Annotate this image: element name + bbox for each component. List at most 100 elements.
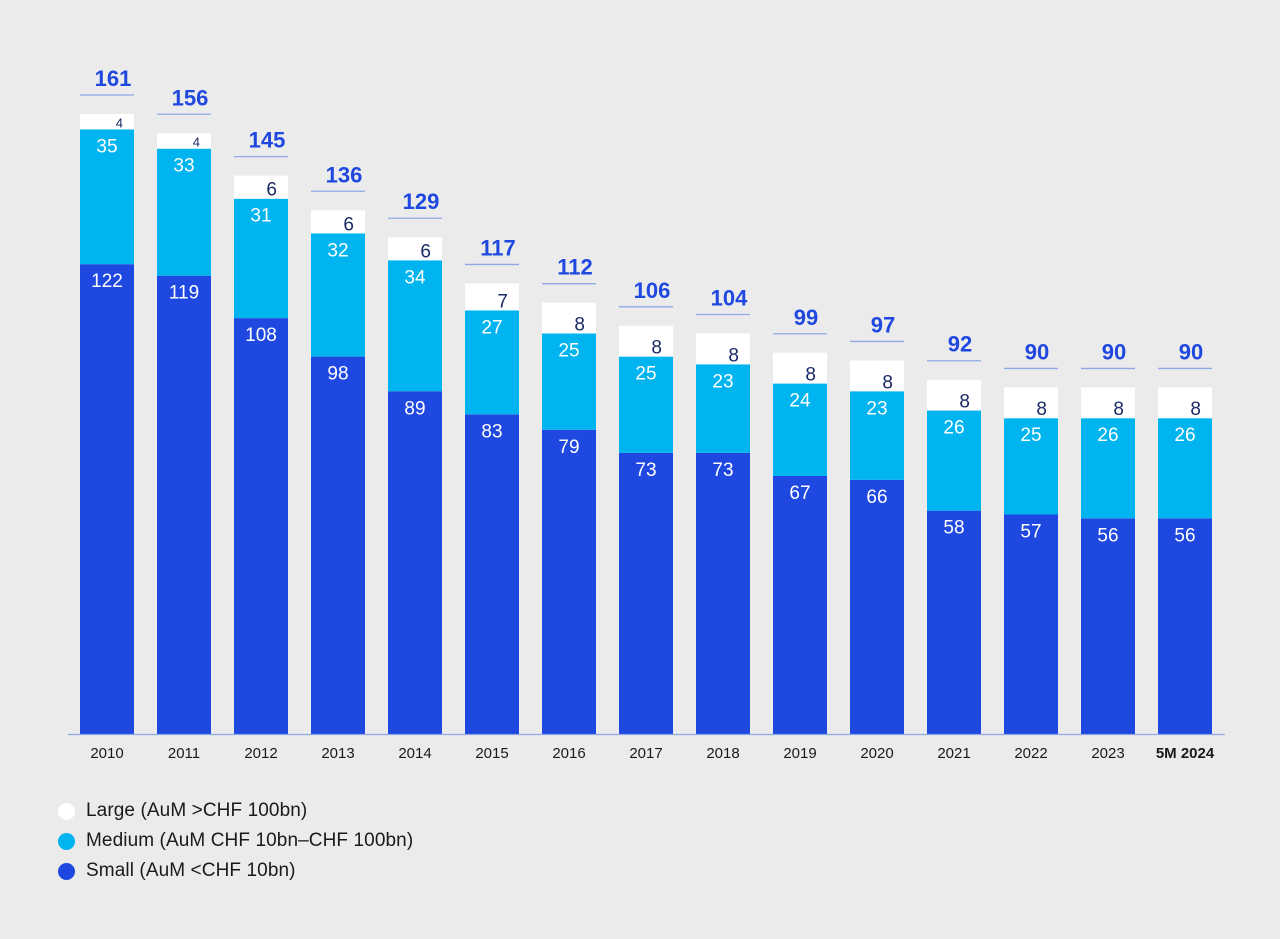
stacked-bar-chart: 122 35 4 161 2010 119 33 4 156 2011 108 31 6 145 2012 9… bbox=[68, 66, 1225, 762]
value-label-small: 119 bbox=[169, 283, 199, 304]
value-label-large: 7 bbox=[497, 291, 508, 312]
bar-segment-large bbox=[1158, 387, 1212, 419]
value-label-large: 6 bbox=[343, 214, 354, 235]
bar-segment-large bbox=[1004, 387, 1058, 419]
value-label-medium: 23 bbox=[712, 371, 733, 392]
value-label-medium: 31 bbox=[250, 206, 271, 227]
x-tick-label: 2017 bbox=[629, 745, 662, 762]
total-label: 90 bbox=[1179, 339, 1203, 364]
bar-segment-large bbox=[1081, 387, 1135, 419]
x-tick-label: 2023 bbox=[1091, 745, 1124, 762]
bar-segment-small bbox=[1004, 514, 1058, 734]
bar-segment-large bbox=[80, 114, 134, 130]
value-label-large: 4 bbox=[116, 115, 123, 130]
x-tick-label: 2016 bbox=[552, 745, 585, 762]
x-tick-label: 2015 bbox=[475, 745, 508, 762]
value-label-small: 73 bbox=[635, 460, 656, 481]
bar-segment-medium bbox=[542, 333, 596, 430]
bar-segment-large bbox=[465, 283, 519, 311]
total-label: 99 bbox=[794, 305, 818, 330]
bar-segment-large bbox=[927, 379, 981, 411]
value-label-large: 8 bbox=[728, 345, 739, 366]
total-label: 90 bbox=[1025, 339, 1049, 364]
value-label-medium: 25 bbox=[1020, 425, 1041, 446]
value-label-small: 73 bbox=[712, 460, 733, 481]
bar-segment-small bbox=[927, 510, 981, 734]
x-tick-label: 5M 2024 bbox=[1156, 745, 1215, 762]
value-label-small: 56 bbox=[1174, 525, 1195, 546]
bar-segment-medium bbox=[1158, 418, 1212, 519]
bar-segment-large bbox=[234, 175, 288, 199]
x-tick-label: 2020 bbox=[860, 745, 893, 762]
value-label-large: 8 bbox=[882, 372, 893, 393]
value-label-medium: 27 bbox=[481, 317, 502, 338]
value-label-small: 79 bbox=[558, 437, 579, 458]
legend-item-medium: Medium (AuM CHF 10bn–CHF 100bn) bbox=[58, 826, 413, 856]
x-tick-label: 2014 bbox=[398, 745, 431, 762]
bar-segment-medium bbox=[234, 198, 288, 319]
value-label-small: 56 bbox=[1097, 525, 1118, 546]
bar-segment-small bbox=[234, 318, 288, 734]
value-label-large: 8 bbox=[574, 315, 585, 336]
bar-segment-small bbox=[850, 479, 904, 734]
value-label-small: 83 bbox=[481, 421, 502, 442]
legend-item-large: Large (AuM >CHF 100bn) bbox=[58, 796, 413, 826]
value-label-small: 66 bbox=[866, 487, 887, 508]
x-tick-label: 2010 bbox=[90, 745, 123, 762]
x-tick-label: 2012 bbox=[244, 745, 277, 762]
value-label-large: 8 bbox=[1190, 399, 1201, 420]
value-label-large: 8 bbox=[805, 365, 816, 386]
value-label-large: 4 bbox=[193, 135, 200, 150]
value-label-medium: 35 bbox=[96, 136, 117, 157]
value-label-small: 58 bbox=[943, 518, 964, 539]
bar-segment-small bbox=[157, 275, 211, 734]
bar-segment-large bbox=[696, 333, 750, 365]
legend-label-large: Large (AuM >CHF 100bn) bbox=[86, 800, 308, 821]
value-label-medium: 26 bbox=[1174, 425, 1195, 446]
total-label: 145 bbox=[249, 128, 286, 153]
bar-segment-small bbox=[696, 452, 750, 734]
value-label-medium: 33 bbox=[173, 156, 194, 177]
total-label: 117 bbox=[480, 235, 516, 260]
value-label-small: 122 bbox=[91, 271, 123, 292]
bar-segment-small bbox=[80, 264, 134, 734]
bar-segment-medium bbox=[157, 148, 211, 276]
bar-segment-large bbox=[311, 210, 365, 234]
total-label: 92 bbox=[948, 332, 972, 357]
bar-segment-medium bbox=[1004, 418, 1058, 515]
bar-segment-small bbox=[773, 475, 827, 734]
total-label: 161 bbox=[95, 66, 132, 91]
bar-segment-small bbox=[465, 414, 519, 734]
bar-segment-medium bbox=[1081, 418, 1135, 519]
value-label-small: 89 bbox=[404, 398, 425, 419]
bar-segment-medium bbox=[773, 383, 827, 476]
total-label: 97 bbox=[871, 312, 895, 337]
legend-swatch-large bbox=[58, 802, 75, 820]
value-label-large: 6 bbox=[420, 241, 431, 262]
x-tick-label: 2018 bbox=[706, 745, 739, 762]
value-label-large: 8 bbox=[651, 338, 662, 359]
bar-segment-large bbox=[850, 360, 904, 392]
value-label-large: 8 bbox=[1113, 399, 1124, 420]
value-label-small: 57 bbox=[1020, 521, 1041, 542]
value-label-medium: 26 bbox=[943, 418, 964, 439]
bar-segment-small bbox=[1158, 518, 1212, 734]
bar-segment-medium bbox=[850, 391, 904, 480]
bar-segment-large bbox=[619, 325, 673, 357]
bar-segment-medium bbox=[927, 410, 981, 511]
legend-swatch-medium bbox=[58, 832, 75, 850]
x-tick-label: 2013 bbox=[321, 745, 354, 762]
bar-segment-large bbox=[773, 352, 827, 384]
value-label-medium: 26 bbox=[1097, 425, 1118, 446]
value-label-large: 8 bbox=[1036, 399, 1047, 420]
value-label-large: 8 bbox=[959, 392, 970, 413]
total-label: 112 bbox=[557, 255, 593, 280]
total-label: 104 bbox=[711, 286, 748, 311]
legend-swatch-small bbox=[58, 862, 75, 880]
value-label-medium: 25 bbox=[635, 364, 656, 385]
bar-segment-medium bbox=[80, 129, 134, 265]
bar-segment-medium bbox=[696, 364, 750, 453]
x-tick-label: 2021 bbox=[937, 745, 970, 762]
bar-segment-large bbox=[388, 237, 442, 261]
